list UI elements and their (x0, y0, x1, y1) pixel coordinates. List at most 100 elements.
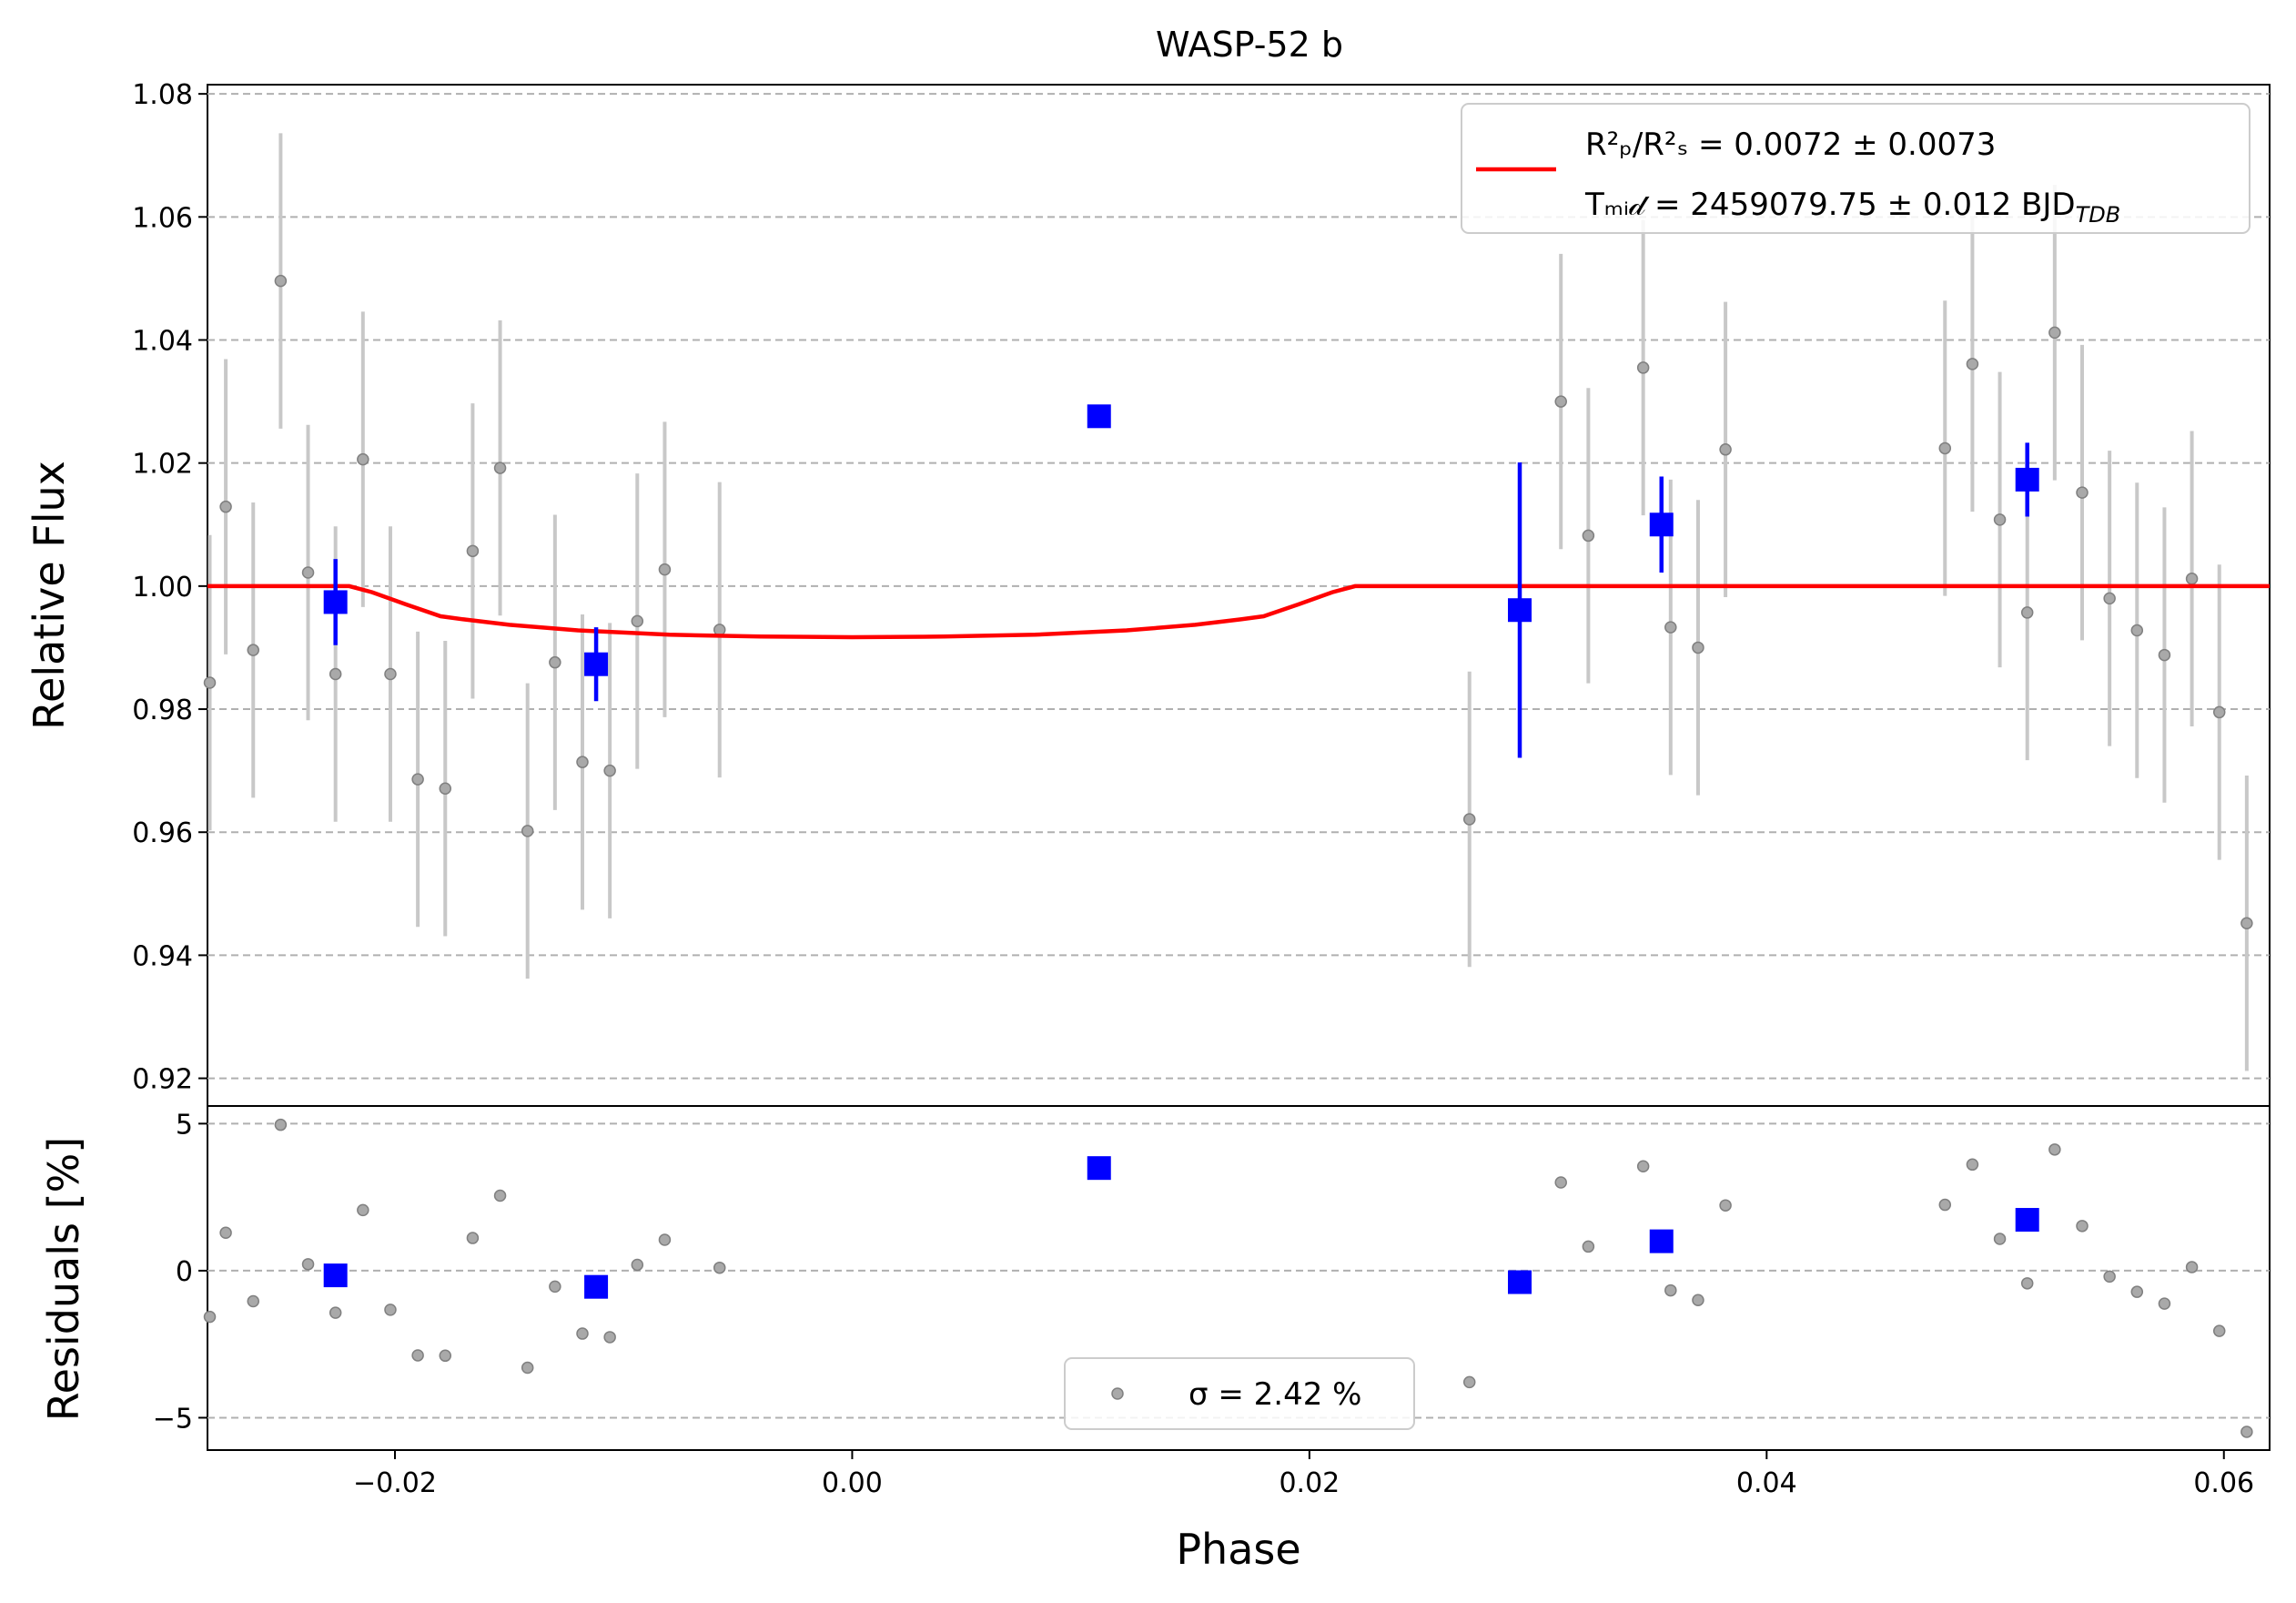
top-raw-point (466, 544, 480, 558)
top-raw-point (1993, 513, 2007, 526)
bottom-raw-point (658, 1233, 672, 1246)
bottom-raw-point (411, 1349, 424, 1362)
bottom-legend: σ = 2.42 % (1064, 1357, 1415, 1430)
bottom-raw-point (1582, 1240, 1595, 1253)
bottom-legend-box (1064, 1357, 1415, 1430)
bottom-raw-point (357, 1203, 369, 1217)
bottom-y-tick-label: 5 (176, 1109, 193, 1141)
bottom-raw-point (549, 1280, 561, 1294)
top-raw-point (521, 825, 534, 837)
top-raw-point (493, 462, 507, 474)
bottom-raw-point (1664, 1283, 1677, 1297)
bottom-raw-point (439, 1349, 452, 1363)
bottom-raw-point (1993, 1233, 2007, 1245)
top-raw-point (2020, 606, 2034, 619)
top-raw-point (2240, 917, 2253, 930)
top-y-tick-label: 1.08 (132, 79, 193, 111)
top-raw-point (2048, 326, 2061, 340)
bottom-raw-point (1554, 1176, 1567, 1189)
top-legend: R²ₚ/R²ₛ = 0.0072 ± 0.0073 Tₘᵢ𝒹 = 2459079… (1461, 103, 2250, 234)
top-raw-point (274, 274, 288, 288)
bottom-raw-point (603, 1331, 616, 1344)
bottom-y-axis-label: Residuals [%] (39, 1137, 88, 1421)
top-panel-grid (207, 93, 2270, 1080)
top-raw-point (603, 764, 616, 777)
bottom-raw-point (1692, 1294, 1704, 1306)
bottom-y-tick-label: 0 (176, 1256, 193, 1288)
bottom-binned-point (323, 1263, 348, 1288)
top-y-tick-label: 0.98 (132, 695, 193, 726)
x-tick-label: 0.04 (1736, 1467, 1797, 1499)
top-raw-point (1938, 441, 1952, 455)
top-binned-point (1087, 404, 1111, 429)
top-raw-point (384, 667, 397, 681)
top-raw-point (1664, 621, 1677, 634)
top-y-tick-label: 0.92 (132, 1064, 193, 1096)
top-raw-point (1462, 813, 1476, 826)
bottom-raw-point (2130, 1285, 2144, 1298)
bottom-raw-point (2020, 1277, 2034, 1290)
top-raw-point (247, 644, 259, 656)
top-raw-point (1582, 529, 1595, 543)
top-raw-point (219, 500, 232, 513)
top-y-axis-label: Relative Flux (25, 461, 74, 730)
bottom-raw-point (203, 1310, 217, 1324)
bottom-raw-point (2185, 1261, 2199, 1273)
legend-midtime-main: Tₘᵢ𝒹 = 2459079.75 ± 0.012 BJD (1584, 187, 2076, 223)
bottom-raw-point (2103, 1270, 2116, 1283)
top-y-tick-label: 1.00 (132, 572, 193, 604)
legend-midtime-subscript: TDB (2076, 202, 2121, 228)
bottom-raw-point (521, 1361, 534, 1375)
legend-midtime-text: Tₘᵢ𝒹 = 2459079.75 ± 0.012 BJDTDB (1584, 187, 2120, 228)
bottom-raw-point (1719, 1199, 1732, 1212)
top-raw-point (658, 563, 672, 576)
bottom-raw-point (1462, 1375, 1476, 1389)
bottom-binned-point (2015, 1208, 2039, 1233)
bottom-raw-point (2158, 1297, 2171, 1310)
bottom-binned-point (1087, 1156, 1111, 1181)
top-raw-point (549, 655, 561, 669)
bottom-y-tick-label: −5 (153, 1403, 193, 1435)
top-raw-point (203, 676, 217, 689)
top-raw-point (1719, 443, 1732, 456)
bottom-raw-point (329, 1306, 342, 1319)
bottom-raw-point (466, 1232, 480, 1244)
top-raw-point (1636, 361, 1650, 374)
top-raw-point (357, 452, 369, 466)
bottom-binned-point (1508, 1270, 1532, 1294)
top-panel-frame (207, 84, 2271, 1107)
bottom-raw-point (2212, 1324, 2226, 1337)
bottom-panel-frame (207, 1105, 2271, 1451)
top-raw-point (439, 782, 452, 795)
bottom-raw-point (1938, 1198, 1952, 1212)
bottom-raw-point (384, 1304, 397, 1316)
top-panel-y-ticks: 0.92 0.94 0.96 0.98 1.00 1.02 1.04 1.06 1.08 (132, 79, 207, 1096)
bottom-raw-point (2240, 1425, 2253, 1438)
bottom-legend-marker (1111, 1387, 1124, 1400)
x-tick-label: 0.00 (822, 1467, 883, 1499)
bottom-raw-point (301, 1258, 315, 1271)
bottom-raw-point (576, 1327, 589, 1340)
top-raw-point (329, 667, 342, 681)
bottom-raw-point (247, 1294, 259, 1308)
top-raw-point (2130, 624, 2144, 637)
top-y-tick-label: 0.96 (132, 817, 193, 849)
bottom-raw-point (2048, 1143, 2061, 1156)
top-raw-point (2185, 573, 2199, 585)
top-binned-point (2015, 467, 2039, 492)
legend-radius-ratio-text: R²ₚ/R²ₛ = 0.0072 ± 0.0073 (1585, 127, 1996, 163)
bottom-panel-y-ticks: −5 0 5 (153, 1109, 207, 1435)
top-y-tick-label: 0.94 (132, 940, 193, 972)
top-raw-point (2076, 486, 2089, 499)
legend-sigma-text: σ = 2.42 % (1188, 1376, 1361, 1413)
top-raw-point (1692, 641, 1704, 654)
bottom-raw-point (631, 1258, 644, 1272)
bottom-raw-point (1636, 1160, 1650, 1172)
top-binned-point (323, 590, 348, 614)
bottom-raw-point (493, 1189, 507, 1202)
x-axis-label: Phase (1176, 1525, 1300, 1574)
bottom-binned-point (1649, 1229, 1674, 1253)
bottom-binned-point (584, 1274, 609, 1299)
bottom-panel-raw-points (203, 1118, 2253, 1438)
top-raw-point (2158, 648, 2171, 662)
